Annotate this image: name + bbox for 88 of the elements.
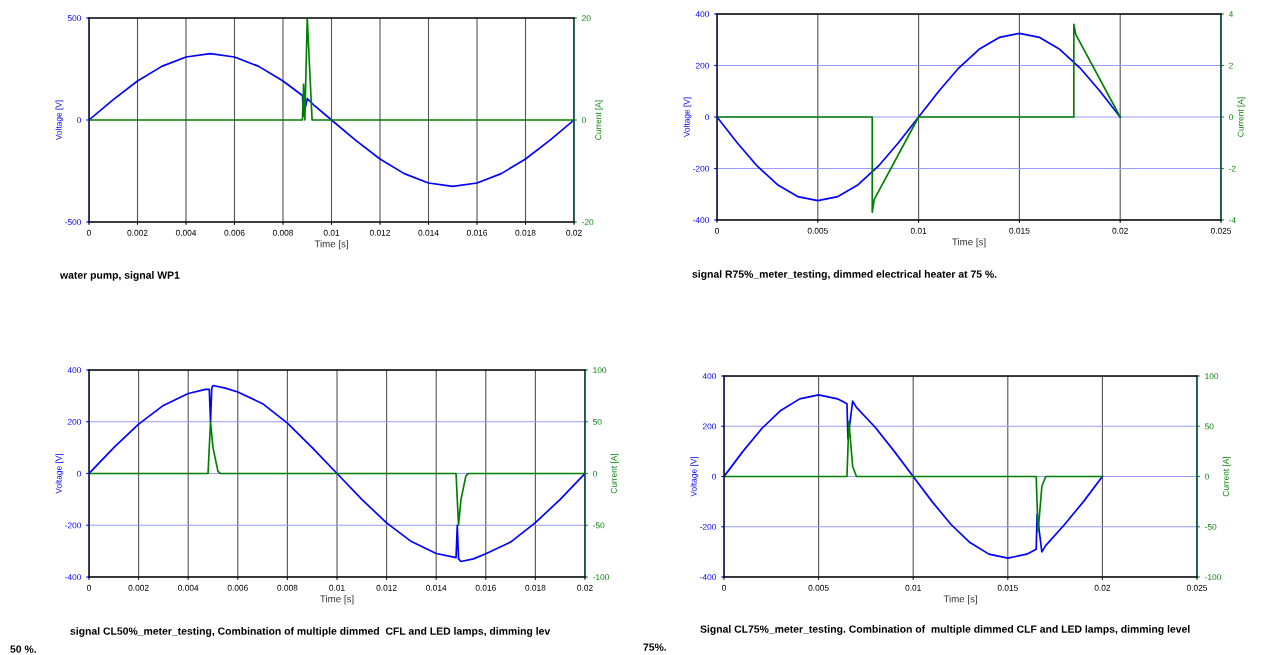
y2-tick-label: 100 bbox=[593, 367, 607, 374]
x-tick-label: 0 bbox=[722, 584, 726, 591]
y2-tick-label: -100 bbox=[1205, 574, 1221, 581]
x-tick-label: 0.002 bbox=[128, 584, 149, 591]
x-tick-label: 0.025 bbox=[1210, 227, 1232, 234]
y2-tick-label: 50 bbox=[1204, 423, 1214, 430]
y2-tick-label: 20 bbox=[582, 15, 591, 22]
y2-tick-label: 100 bbox=[1205, 373, 1219, 380]
x-axis-title: Time [s] bbox=[320, 595, 354, 605]
x-tick-label: 0.008 bbox=[272, 229, 294, 236]
y2-axis-title: Current [A] bbox=[1222, 456, 1231, 497]
text: Signal CL75%_meter_testing. Combination of multiple dimmed CLF and LED lamps, dimming level bbox=[700, 625, 1190, 635]
y-tick-label: 0 bbox=[705, 114, 710, 121]
x-tick-label: 0.012 bbox=[376, 584, 397, 591]
x-tick-label: 0.01 bbox=[910, 227, 927, 234]
x-tick-label: 0 bbox=[87, 584, 91, 591]
x-tick-label: 0.015 bbox=[997, 584, 1018, 591]
x-tick-label: 0.006 bbox=[224, 229, 245, 236]
text: water pump, signal WP1 bbox=[59, 271, 180, 281]
y-axis-title: Voltage [V] bbox=[683, 97, 692, 138]
x-tick-label: 0.006 bbox=[227, 584, 248, 591]
text: 50 %. bbox=[10, 645, 36, 653]
text: signal R75%_meter_testing, dimmed electrical heater at 75 %. bbox=[692, 270, 997, 280]
y-tick-label: 400 bbox=[67, 367, 82, 374]
y-tick-label: 200 bbox=[702, 423, 717, 430]
y2-axis-title: Current [A] bbox=[1237, 97, 1246, 137]
x-axis-title: Time [s] bbox=[314, 240, 348, 250]
x-tick-label: 0.002 bbox=[127, 229, 148, 236]
x-axis-title: Time [s] bbox=[943, 595, 977, 605]
y-axis-title: Voltage [V] bbox=[690, 456, 699, 497]
x-tick-label: 0.01 bbox=[323, 229, 340, 236]
y2-axis-title: Current [A] bbox=[595, 100, 603, 140]
y2-tick-label: 0 bbox=[592, 470, 597, 477]
x-tick-label: 0.016 bbox=[475, 584, 496, 591]
x-tick-label: 0.01 bbox=[329, 584, 345, 591]
y-tick-label: 500 bbox=[67, 15, 82, 22]
y2-tick-label: -100 bbox=[593, 574, 609, 581]
y-tick-label: 200 bbox=[695, 62, 710, 69]
x-tick-label: 0.016 bbox=[466, 229, 488, 236]
x-tick-label: 0.025 bbox=[1186, 584, 1208, 591]
y2-tick-label: 0 bbox=[1204, 473, 1209, 480]
x-axis-title: Time [s] bbox=[952, 238, 986, 248]
x-tick-label: 0.005 bbox=[808, 584, 829, 591]
y2-tick-label: 4 bbox=[1228, 11, 1234, 18]
line-series bbox=[724, 420, 1104, 533]
y-tick-label: 0 bbox=[77, 117, 82, 124]
text: signal CL50%_meter_testing, Combination of multiple dimmed CFL and LED lamps, dimming lev bbox=[70, 627, 551, 637]
x-tick-label: 0.02 bbox=[577, 584, 593, 591]
y2-tick-label: 2 bbox=[1229, 62, 1233, 69]
y-axis-title: Voltage [V] bbox=[55, 453, 64, 494]
x-tick-label: 0.008 bbox=[277, 584, 298, 591]
y2-tick-label: -4 bbox=[1229, 217, 1236, 224]
x-tick-label: 0.02 bbox=[566, 229, 582, 236]
x-tick-label: 0.014 bbox=[426, 584, 447, 591]
y-tick-label: 400 bbox=[695, 11, 710, 18]
x-tick-label: 0.02 bbox=[1112, 227, 1128, 234]
x-tick-label: 0.018 bbox=[525, 584, 546, 591]
x-tick-label: 0.018 bbox=[515, 229, 536, 236]
x-tick-label: 0.014 bbox=[418, 229, 439, 236]
y-tick-label: -400 bbox=[693, 217, 710, 224]
y-tick-label: -400 bbox=[700, 574, 717, 581]
y-tick-label: -200 bbox=[693, 165, 710, 172]
y2-axis-title: Current [A] bbox=[610, 453, 619, 494]
y-tick-label: -200 bbox=[65, 522, 82, 529]
y-axis-title: Voltage [V] bbox=[55, 100, 64, 141]
x-tick-label: 0.015 bbox=[1009, 227, 1030, 234]
y2-tick-label: -20 bbox=[582, 219, 594, 226]
y-tick-label: 200 bbox=[67, 418, 82, 425]
x-tick-label: 0 bbox=[87, 229, 91, 236]
y-tick-label: -200 bbox=[700, 523, 717, 530]
y2-tick-label: 50 bbox=[592, 418, 602, 425]
y2-tick-label: -2 bbox=[1229, 165, 1236, 172]
y-tick-label: -500 bbox=[65, 219, 82, 226]
y-tick-label: 400 bbox=[702, 373, 717, 380]
x-tick-label: 0.01 bbox=[905, 584, 921, 591]
y-tick-label: -400 bbox=[65, 574, 82, 581]
x-tick-label: 0.004 bbox=[178, 584, 199, 591]
y-tick-label: 0 bbox=[77, 470, 82, 477]
y2-tick-label: 0 bbox=[581, 117, 586, 124]
x-tick-label: 0.02 bbox=[1094, 584, 1111, 591]
y2-tick-label: -50 bbox=[593, 522, 605, 529]
x-tick-label: 0.012 bbox=[369, 229, 391, 236]
text: 75%. bbox=[643, 643, 667, 651]
y2-tick-label: -50 bbox=[1205, 523, 1217, 530]
x-tick-label: 0.005 bbox=[807, 227, 828, 234]
y-tick-label: 0 bbox=[712, 473, 717, 480]
x-tick-label: 0.004 bbox=[175, 229, 197, 236]
y2-tick-label: 0 bbox=[1228, 114, 1233, 121]
